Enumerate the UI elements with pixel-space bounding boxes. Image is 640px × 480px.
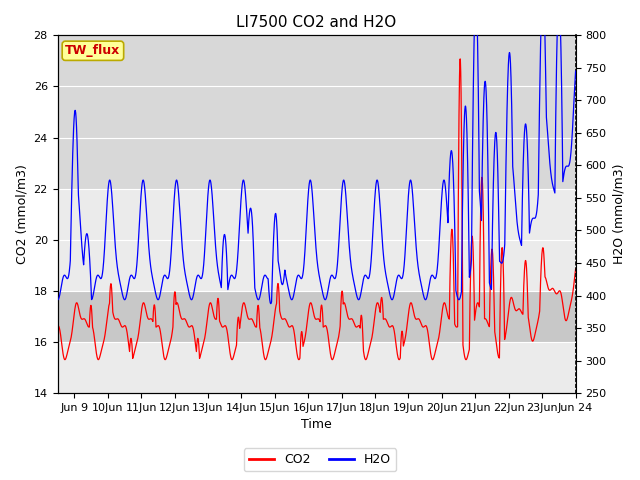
Bar	[58, 291, 575, 342]
Bar	[58, 36, 575, 189]
X-axis label: Time: Time	[301, 419, 332, 432]
Text: TW_flux: TW_flux	[65, 44, 120, 57]
Title: LI7500 CO2 and H2O: LI7500 CO2 and H2O	[236, 15, 397, 30]
Legend: CO2, H2O: CO2, H2O	[244, 448, 396, 471]
Y-axis label: H2O (mmol/m3): H2O (mmol/m3)	[612, 164, 625, 264]
Y-axis label: CO2 (mmol/m3): CO2 (mmol/m3)	[15, 164, 28, 264]
